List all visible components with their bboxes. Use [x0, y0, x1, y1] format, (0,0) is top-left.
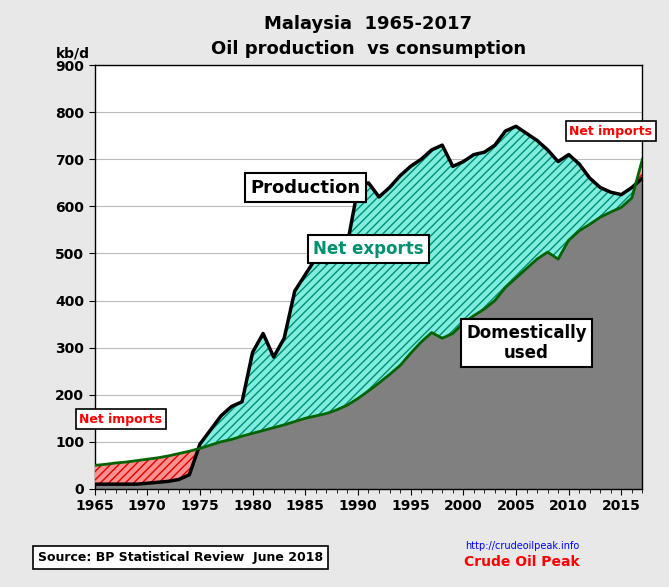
Text: Crude Oil Peak: Crude Oil Peak: [464, 555, 579, 569]
Title: Malaysia  1965-2017
Oil production  vs consumption: Malaysia 1965-2017 Oil production vs con…: [211, 15, 526, 58]
Text: Domestically
used: Domestically used: [466, 323, 587, 362]
Text: http://crudeoilpeak.info: http://crudeoilpeak.info: [465, 541, 579, 551]
Text: Net exports: Net exports: [313, 239, 423, 258]
Text: Source: BP Statistical Review  June 2018: Source: BP Statistical Review June 2018: [38, 551, 323, 564]
Text: Net imports: Net imports: [569, 124, 652, 137]
Text: Net imports: Net imports: [80, 413, 163, 426]
Text: Production: Production: [250, 178, 361, 197]
Text: kb/d: kb/d: [56, 47, 90, 61]
